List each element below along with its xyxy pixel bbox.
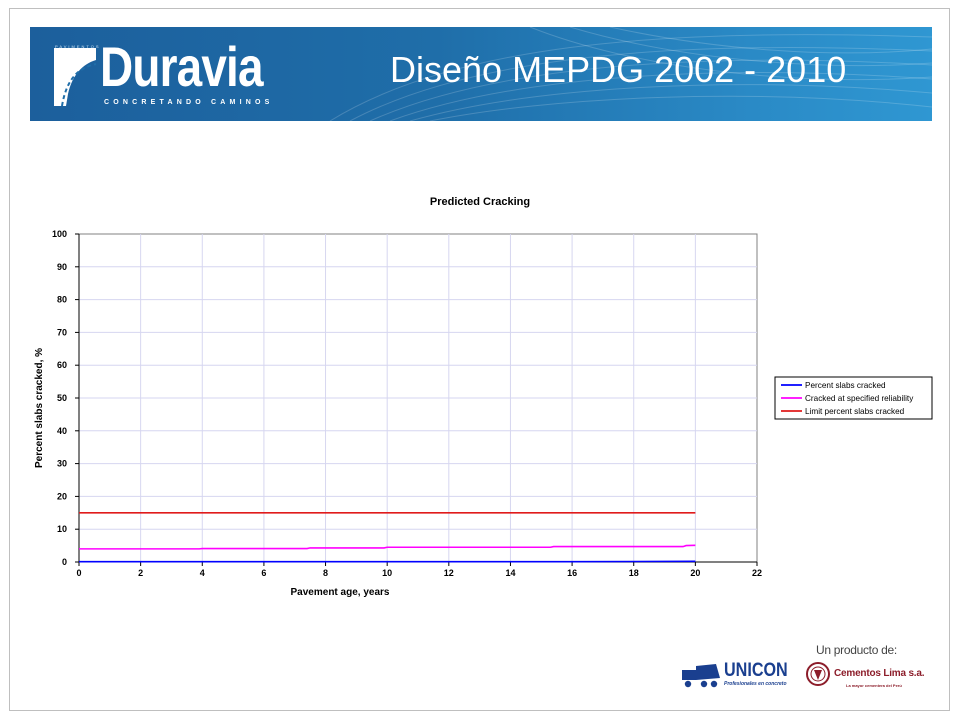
product-caption: Un producto de: — [816, 643, 897, 657]
unicon-logo-text: UNICON — [724, 660, 788, 681]
x-axis-label: Pavement age, years — [291, 587, 390, 598]
y-tick-label: 20 — [57, 491, 67, 501]
cementos-lima-logo-text: Cementos Lima s.a. — [834, 668, 925, 679]
brand-tagline: CONCRETANDO CAMINOS — [104, 99, 274, 106]
x-tick-label: 2 — [138, 568, 143, 578]
duravia-road-icon — [54, 48, 97, 107]
y-tick-label: 30 — [57, 459, 67, 469]
slide-title: Diseño MEPDG 2002 - 2010 — [390, 49, 847, 90]
x-tick-label: 14 — [505, 568, 515, 578]
x-tick-label: 6 — [261, 568, 266, 578]
y-tick-label: 80 — [57, 295, 67, 305]
y-tick-label: 70 — [57, 327, 67, 337]
x-tick-label: 22 — [752, 568, 762, 578]
banner-wave-decoration — [329, 27, 932, 121]
x-tick-label: 16 — [567, 568, 577, 578]
series-line-2 — [79, 544, 696, 550]
y-tick-label: 50 — [57, 393, 67, 403]
cementos-lima-tagline: La mayor cementera del Perú — [846, 683, 902, 688]
y-tick-label: 90 — [57, 262, 67, 272]
x-tick-label: 12 — [444, 568, 454, 578]
x-tick-label: 18 — [629, 568, 639, 578]
legend-label-1: Percent slabs cracked — [805, 381, 886, 390]
cementos-lima-seal-icon — [806, 662, 830, 686]
y-tick-label: 100 — [52, 229, 67, 239]
x-tick-label: 10 — [382, 568, 392, 578]
x-tick-label: 20 — [690, 568, 700, 578]
x-tick-label: 4 — [200, 568, 205, 578]
y-axis-label: Percent slabs cracked, % — [34, 348, 45, 468]
header-banner — [30, 27, 932, 121]
x-tick-label: 0 — [76, 568, 81, 578]
unicon-tagline: Profesionales en concreto — [724, 681, 787, 687]
slide-frame — [9, 8, 950, 711]
y-tick-label: 10 — [57, 524, 67, 534]
brand-logo-text: Duravia — [100, 35, 264, 98]
y-tick-label: 40 — [57, 426, 67, 436]
brand-small-label: PAVIMENTOS — [55, 44, 101, 49]
legend-label-2: Cracked at specified reliability — [805, 394, 914, 403]
y-tick-label: 0 — [62, 557, 67, 567]
y-tick-label: 60 — [57, 360, 67, 370]
unicon-truck-icon — [682, 664, 720, 688]
x-tick-label: 8 — [323, 568, 328, 578]
legend-label-3: Limit percent slabs cracked — [805, 407, 905, 416]
chart-title: Predicted Cracking — [430, 196, 530, 208]
